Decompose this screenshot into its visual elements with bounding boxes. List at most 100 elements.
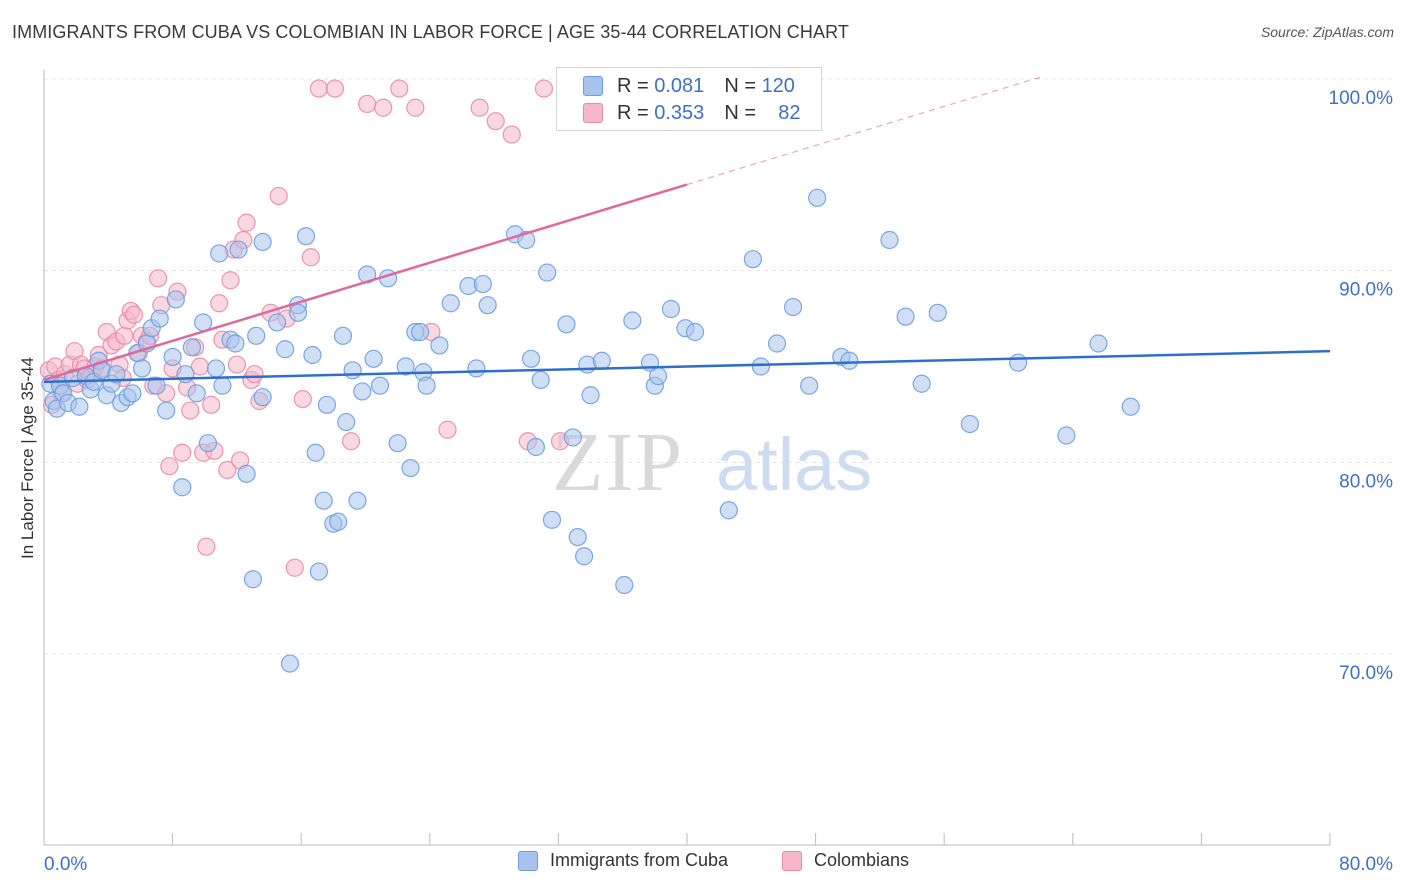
point-colombians [245,365,264,384]
legend-swatch-colombians [782,850,802,871]
y-tick-label: 70.0% [1339,663,1393,684]
point-cuba [280,654,300,673]
point-cuba [329,512,348,531]
point-colombians [486,112,505,131]
point-colombians [390,79,409,98]
trend-line-colombians [43,183,688,382]
watermark-atlas: atlas [716,423,872,506]
point-cuba [317,395,337,414]
point-cuba [531,370,550,390]
source-label: Source: ZipAtlas.com [1260,24,1394,40]
point-cuba [306,443,325,462]
point-cuba [166,290,185,309]
legend-label-colombians: Colombians [814,850,910,870]
point-colombians [301,248,320,267]
trend-line-colombians-extrapolated [686,76,1041,186]
point-cuba [388,434,407,453]
y-axis-label: In Labor Force | Age 35-44 [18,357,37,559]
point-cuba [364,349,383,368]
point-cuba [783,297,803,317]
point-cuba [411,322,430,342]
point-cuba [521,349,541,368]
point-cuba [132,359,152,378]
point-cuba [173,478,192,497]
point-colombians [115,326,134,345]
legend-item-cuba[interactable]: Immigrants from Cuba [518,850,728,871]
point-cuba [800,376,819,395]
point-colombians [325,79,345,98]
point-cuba [206,359,226,378]
legend-r-label: R = [617,74,649,97]
point-cuba [176,365,195,384]
point-cuba [538,263,557,282]
point-cuba [623,311,642,330]
point-cuba [267,313,287,332]
point-cuba [150,309,169,328]
point-cuba [542,510,562,529]
legend-swatch-cuba [583,76,603,96]
point-colombians [173,443,192,462]
point-cuba [928,303,947,322]
point-cuba [808,188,827,207]
grid-lines [44,78,1392,655]
point-cuba [473,274,492,294]
point-cuba [229,240,248,259]
point-colombians [502,125,521,144]
point-colombians [341,432,361,451]
point-colombians [181,401,200,420]
point-colombians [309,79,328,98]
legend-r-value: 0.353 [654,101,705,124]
point-cuba [478,296,497,315]
point-cuba [253,388,272,407]
point-cuba [157,401,176,420]
point-cuba [430,336,449,355]
point-cuba [1121,397,1140,416]
point-cuba [182,338,201,357]
point-cuba [743,250,763,269]
point-cuba [880,230,899,250]
point-cuba [685,322,705,342]
x-tick-label: 0.0% [44,854,87,875]
point-cuba [441,294,460,313]
legend-swatch-cuba [518,850,538,871]
point-colombians [293,389,312,409]
point-cuba [243,570,263,589]
legend-n-value: 82 [778,101,801,124]
point-cuba [147,376,166,395]
point-colombians [374,98,393,117]
y-tick-label: 100.0% [1329,88,1394,109]
correlation-legend: R = 0.081 N = 120 R = 0.353 N = 82 [556,67,822,131]
point-colombians [221,271,240,290]
point-cuba [247,326,266,345]
legend-n-value: 120 [761,74,795,97]
point-cuba [896,307,915,326]
axes [43,70,1331,846]
point-cuba [348,491,367,510]
point-cuba [123,384,142,403]
point-cuba [563,428,582,447]
chart-title: IMMIGRANTS FROM CUBA VS COLOMBIAN IN LAB… [12,22,849,42]
point-colombians [227,355,246,374]
point-colombians [534,79,554,98]
y-tick-labels: 70.0% 80.0% 90.0% 100.0% [1329,88,1394,684]
point-cuba [467,359,486,378]
point-cuba [526,437,545,457]
series-colombians [39,77,634,577]
point-colombians [124,305,144,324]
point-cuba [912,374,931,393]
point-cuba [960,414,980,434]
x-tick-labels: 0.0% 80.0% [44,854,1393,875]
point-cuba [309,562,328,581]
y-tick-label: 80.0% [1339,471,1393,492]
point-cuba [226,334,245,353]
point-colombians [470,98,489,117]
point-cuba [303,345,322,365]
legend-item-colombians[interactable]: Colombians [782,850,909,871]
legend-n-label: N = [724,74,756,97]
point-cuba [1057,426,1076,445]
point-cuba [194,313,213,332]
x-tick-label: 80.0% [1339,854,1393,875]
point-cuba [333,326,353,345]
point-cuba [557,315,576,334]
